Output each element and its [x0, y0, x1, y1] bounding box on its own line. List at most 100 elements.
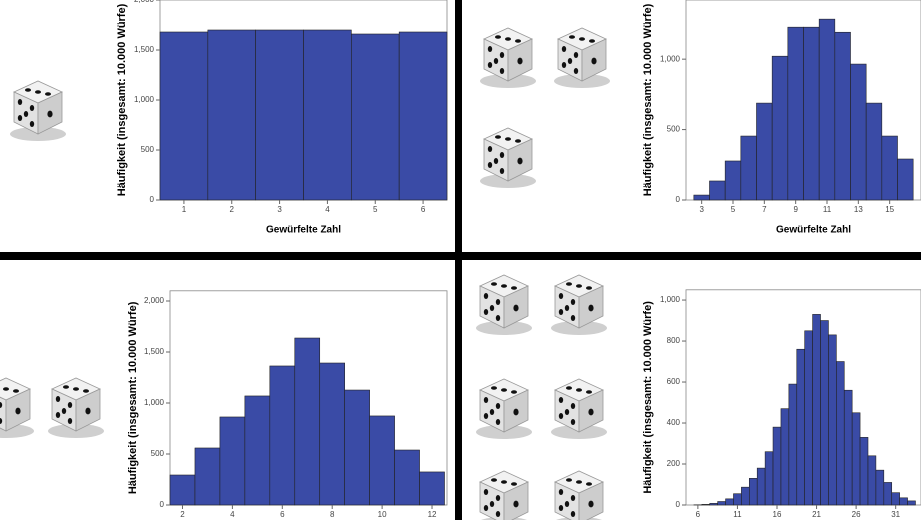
y-axis-label: Häufigkeit (insgesamt: 10.000 Würfe) — [127, 301, 139, 494]
x-tick-label: 7 — [762, 205, 767, 214]
bar — [255, 29, 304, 201]
bar — [891, 492, 900, 506]
bar — [398, 31, 448, 201]
die — [475, 274, 533, 336]
x-tick-label: 10 — [378, 510, 387, 519]
bar — [803, 26, 820, 201]
die — [479, 27, 537, 89]
x-tick-label: 21 — [812, 510, 821, 519]
x-tick-label: 2 — [180, 510, 185, 519]
die — [550, 470, 608, 520]
bar — [859, 437, 869, 506]
bar — [818, 18, 836, 201]
bar — [883, 482, 893, 506]
die — [475, 470, 533, 520]
bar — [764, 451, 774, 506]
bar — [294, 337, 321, 506]
x-axis-label: Gewürfelte Zahl — [776, 225, 851, 236]
y-tick-label: 600 — [667, 377, 681, 386]
die — [9, 80, 67, 142]
bar — [780, 408, 790, 506]
x-tick-label: 3 — [277, 205, 282, 214]
x-tick-label: 5 — [731, 205, 736, 214]
bar — [867, 455, 877, 506]
die — [553, 27, 611, 89]
bar — [159, 31, 209, 201]
x-tick-label: 9 — [793, 205, 798, 214]
y-tick-label: 0 — [150, 195, 155, 204]
x-tick-label: 3 — [699, 205, 704, 214]
y-tick-label: 0 — [676, 500, 681, 509]
bar — [693, 194, 710, 201]
bar — [820, 320, 829, 506]
x-tick-label: 5 — [373, 205, 378, 214]
bar — [344, 389, 370, 506]
y-tick-label: 500 — [141, 145, 155, 154]
x-axis-label: Gewürfelte Zahl — [266, 225, 341, 236]
x-tick-label: 4 — [325, 205, 330, 214]
chart-panel: 0 200 400 600 800 1,000 6 11 16 21 26 31 Häufigkeit … — [642, 289, 921, 519]
bar — [771, 55, 789, 201]
x-tick-label: 12 — [428, 510, 437, 519]
die — [550, 378, 608, 440]
y-tick-label: 500 — [667, 125, 681, 134]
bar — [725, 498, 734, 506]
bar — [843, 389, 853, 506]
bar — [850, 63, 867, 201]
die — [0, 377, 35, 439]
bar — [796, 348, 805, 506]
y-tick-label: 500 — [151, 449, 165, 458]
x-tick-label: 2 — [230, 205, 235, 214]
bar — [303, 29, 352, 201]
bar — [772, 426, 782, 506]
y-tick-label: 200 — [667, 459, 681, 468]
die — [550, 274, 608, 336]
x-tick-label: 13 — [854, 205, 863, 214]
y-tick-label: 2,000 — [134, 0, 155, 4]
y-tick-label: 1,500 — [144, 347, 165, 356]
chart-panel: 0 500 1,000 3 5 7 9 11 13 15 Häufigkeit (insgesamt… — [642, 0, 921, 236]
y-tick-label: 400 — [667, 418, 681, 427]
bar — [207, 29, 256, 201]
y-axis-label: Häufigkeit (insgesamt: 10.000 Würfe) — [642, 3, 654, 196]
bar — [194, 447, 221, 506]
x-tick-label: 1 — [182, 205, 187, 214]
bar — [740, 135, 757, 201]
bar — [865, 102, 883, 201]
bar — [369, 415, 395, 506]
bar — [319, 362, 345, 506]
bar — [851, 412, 861, 506]
bar — [244, 395, 271, 506]
x-tick-label: 26 — [852, 510, 861, 519]
bar — [834, 31, 851, 201]
bar — [836, 361, 845, 506]
bar — [169, 474, 196, 506]
y-axis-label: Häufigkeit (insgesamt: 10.000 Würfe) — [116, 3, 128, 196]
chart-panel: 0 500 1,000 1,500 2,000 2 4 6 8 10 12 Häufigkeit (i… — [127, 290, 448, 519]
bar — [219, 416, 246, 506]
y-tick-label: 1,000 — [134, 95, 155, 104]
bar — [709, 503, 718, 506]
y-tick-label: 2,000 — [144, 296, 165, 305]
die — [479, 127, 537, 189]
bar — [787, 26, 804, 201]
y-tick-label: 1,500 — [134, 45, 155, 54]
bar — [881, 135, 898, 201]
x-tick-label: 6 — [421, 205, 426, 214]
bar — [717, 501, 726, 506]
y-tick-label: 1,000 — [660, 54, 681, 63]
x-tick-label: 15 — [885, 205, 894, 214]
y-axis-label: Häufigkeit (insgesamt: 10.000 Würfe) — [642, 301, 654, 494]
y-tick-label: 0 — [160, 500, 165, 509]
bar — [828, 334, 837, 506]
y-tick-label: 1,000 — [144, 398, 165, 407]
x-tick-label: 6 — [696, 510, 701, 519]
bar — [875, 469, 885, 506]
bar — [897, 158, 914, 201]
bar — [899, 497, 908, 506]
x-tick-label: 31 — [891, 510, 900, 519]
bar — [269, 365, 296, 506]
bar — [419, 471, 445, 506]
